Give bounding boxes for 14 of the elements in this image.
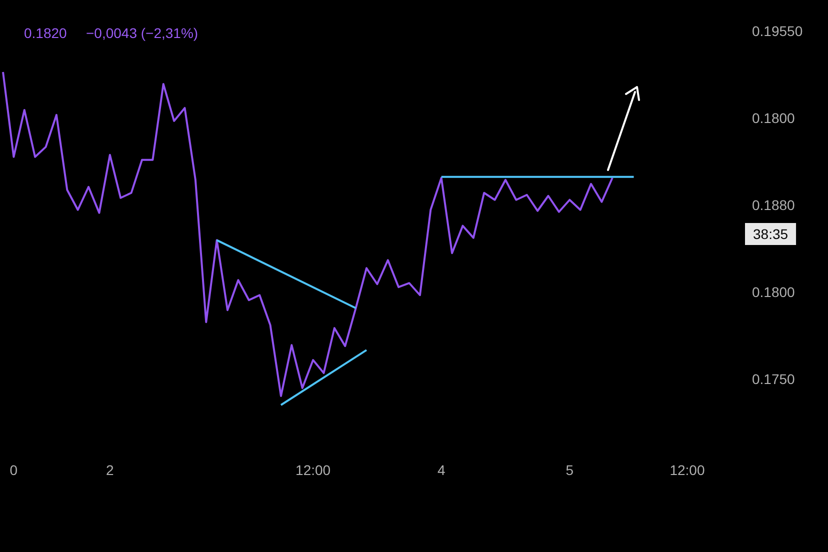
text: −0,0043 (−2,31%)	[86, 25, 198, 41]
x-tick-label: 12:00	[670, 462, 705, 478]
x-tick-label: 12:00	[296, 462, 331, 478]
text: 0.1800	[752, 284, 796, 300]
x-tick-label: 0	[10, 462, 18, 478]
text: 0.1880	[752, 197, 796, 213]
text: 0.1820	[24, 25, 68, 41]
x-tick-label: 5	[566, 462, 574, 478]
x-tick-label: 2	[106, 462, 114, 478]
text: 0.1800	[752, 110, 796, 126]
x-tick-label: 4	[437, 462, 446, 478]
text: 38:35	[753, 226, 788, 242]
text: 0.19550	[752, 23, 803, 39]
text: 0.1750	[752, 371, 796, 387]
